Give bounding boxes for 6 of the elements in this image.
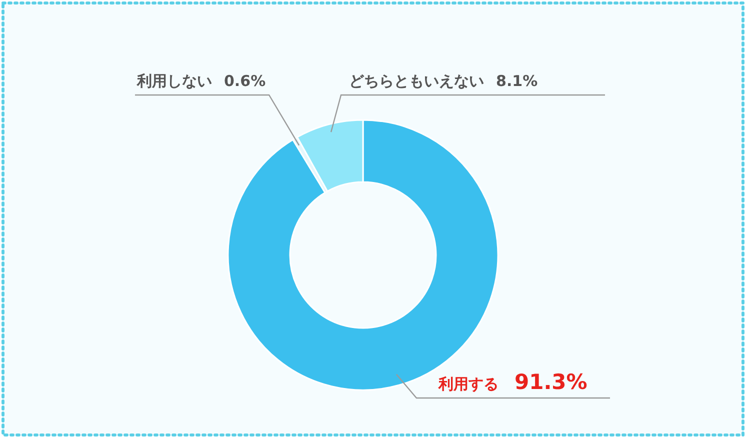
slice-label: 利用する [437, 375, 498, 393]
slice-label: 利用しない [136, 72, 212, 90]
slice-label: どちらともいえない [349, 72, 484, 90]
data-label: 91.3% [514, 370, 588, 394]
data-label: 8.1% [496, 72, 538, 90]
data-label: 0.6% [224, 72, 266, 90]
